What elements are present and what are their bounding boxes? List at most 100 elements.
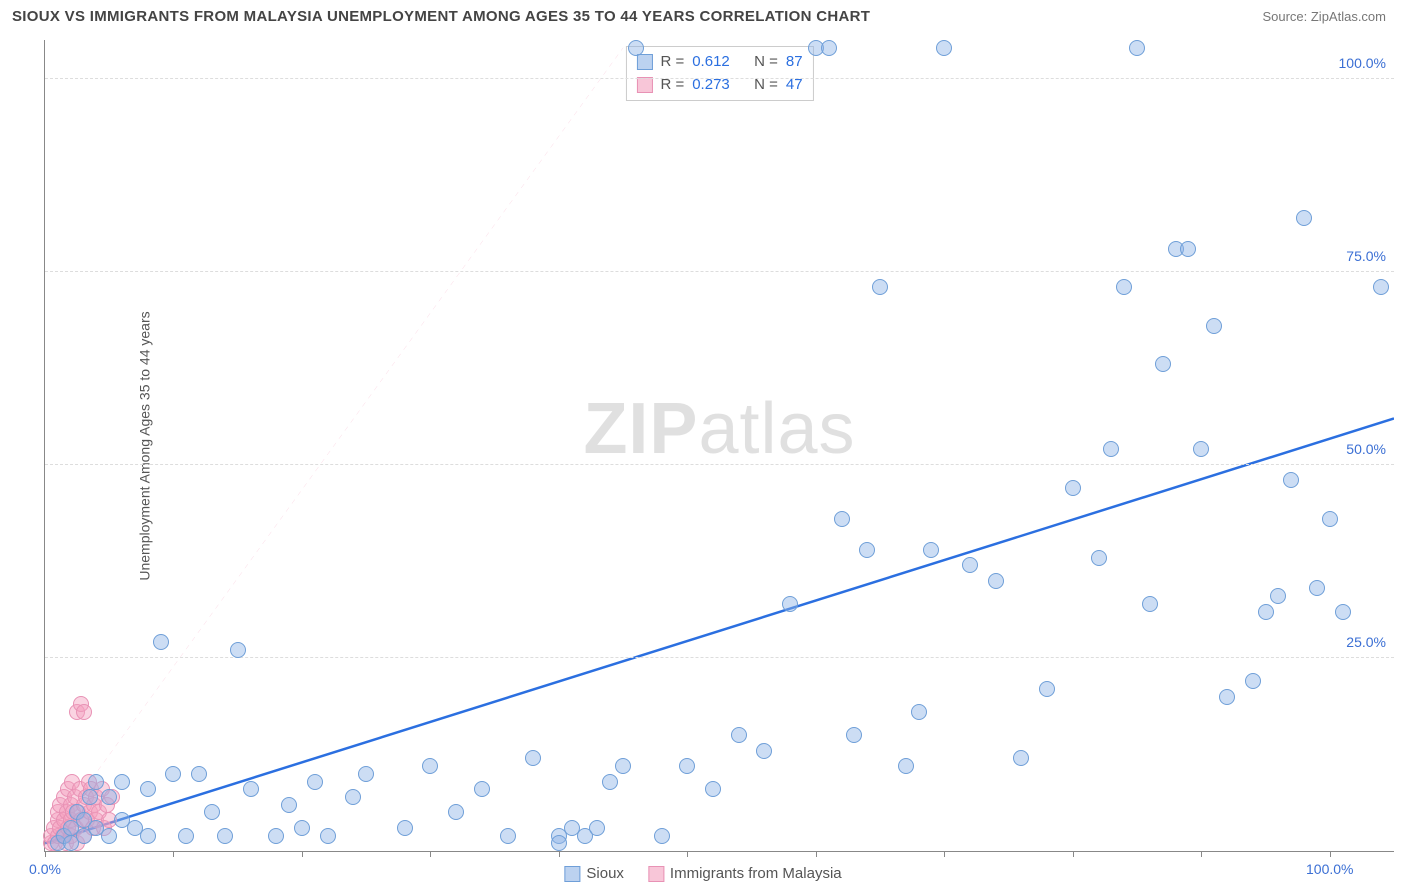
data-point <box>705 781 721 797</box>
data-point <box>1180 241 1196 257</box>
data-point <box>846 727 862 743</box>
data-point <box>345 789 361 805</box>
data-point <box>1103 441 1119 457</box>
data-point <box>1335 604 1351 620</box>
data-point <box>1142 596 1158 612</box>
data-point <box>1258 604 1274 620</box>
gridline <box>45 657 1394 658</box>
data-point <box>1283 472 1299 488</box>
data-point <box>936 40 952 56</box>
x-tick <box>45 851 46 857</box>
x-tick <box>1073 851 1074 857</box>
data-point <box>1309 580 1325 596</box>
data-point <box>101 789 117 805</box>
data-point <box>615 758 631 774</box>
data-point <box>243 781 259 797</box>
data-point <box>474 781 490 797</box>
data-point <box>589 820 605 836</box>
trend-line <box>45 48 623 844</box>
x-tick <box>559 851 560 857</box>
n-value-sioux: 87 <box>786 51 803 74</box>
data-point <box>320 828 336 844</box>
swatch-pink <box>636 77 652 93</box>
x-tick-label: 0.0% <box>29 861 61 877</box>
data-point <box>1245 673 1261 689</box>
data-point <box>76 704 92 720</box>
swatch-pink <box>648 866 664 882</box>
legend-row-sioux: R = 0.612 N = 87 <box>636 51 802 74</box>
data-point <box>165 766 181 782</box>
legend-label-malaysia: Immigrants from Malaysia <box>670 865 842 882</box>
data-point <box>525 750 541 766</box>
trend-line <box>45 418 1394 843</box>
data-point <box>153 634 169 650</box>
data-point <box>1206 318 1222 334</box>
data-point <box>872 279 888 295</box>
data-point <box>1270 588 1286 604</box>
legend-item-malaysia: Immigrants from Malaysia <box>648 865 842 882</box>
x-tick <box>173 851 174 857</box>
swatch-blue <box>564 866 580 882</box>
data-point <box>82 789 98 805</box>
y-tick-label: 50.0% <box>1346 441 1386 457</box>
x-tick <box>944 851 945 857</box>
legend-label-sioux: Sioux <box>586 865 624 882</box>
data-point <box>268 828 284 844</box>
data-point <box>1322 511 1338 527</box>
data-point <box>911 704 927 720</box>
y-tick-label: 100.0% <box>1339 55 1386 71</box>
data-point <box>654 828 670 844</box>
y-tick-label: 25.0% <box>1346 634 1386 650</box>
data-point <box>1065 480 1081 496</box>
correlation-legend: R = 0.612 N = 87 R = 0.273 N = 47 <box>625 46 813 101</box>
data-point <box>1116 279 1132 295</box>
data-point <box>1013 750 1029 766</box>
data-point <box>821 40 837 56</box>
header: SIOUX VS IMMIGRANTS FROM MALAYSIA UNEMPL… <box>0 0 1406 29</box>
data-point <box>782 596 798 612</box>
chart-title: SIOUX VS IMMIGRANTS FROM MALAYSIA UNEMPL… <box>12 8 870 25</box>
x-tick <box>1330 851 1331 857</box>
gridline <box>45 271 1394 272</box>
data-point <box>1193 441 1209 457</box>
series-legend: Sioux Immigrants from Malaysia <box>564 865 841 882</box>
trend-lines <box>45 40 1394 851</box>
x-tick <box>302 851 303 857</box>
data-point <box>281 797 297 813</box>
data-point <box>834 511 850 527</box>
data-point <box>1296 210 1312 226</box>
data-point <box>500 828 516 844</box>
data-point <box>230 642 246 658</box>
x-tick <box>430 851 431 857</box>
data-point <box>988 573 1004 589</box>
data-point <box>178 828 194 844</box>
data-point <box>731 727 747 743</box>
data-point <box>923 542 939 558</box>
data-point <box>859 542 875 558</box>
data-point <box>114 774 130 790</box>
data-point <box>191 766 207 782</box>
data-point <box>1039 681 1055 697</box>
data-point <box>397 820 413 836</box>
data-point <box>88 774 104 790</box>
gridline <box>45 464 1394 465</box>
watermark: ZIPatlas <box>583 388 855 470</box>
data-point <box>101 828 117 844</box>
data-point <box>1219 689 1235 705</box>
data-point <box>551 835 567 851</box>
data-point <box>358 766 374 782</box>
data-point <box>204 804 220 820</box>
data-point <box>448 804 464 820</box>
swatch-blue <box>636 54 652 70</box>
data-point <box>1373 279 1389 295</box>
data-point <box>140 828 156 844</box>
scatter-chart: ZIPatlas R = 0.612 N = 87 R = 0.273 N = … <box>44 40 1394 852</box>
x-tick-label: 100.0% <box>1306 861 1353 877</box>
data-point <box>898 758 914 774</box>
r-value-sioux: 0.612 <box>692 51 730 74</box>
data-point <box>1129 40 1145 56</box>
data-point <box>217 828 233 844</box>
data-point <box>307 774 323 790</box>
data-point <box>1091 550 1107 566</box>
data-point <box>294 820 310 836</box>
